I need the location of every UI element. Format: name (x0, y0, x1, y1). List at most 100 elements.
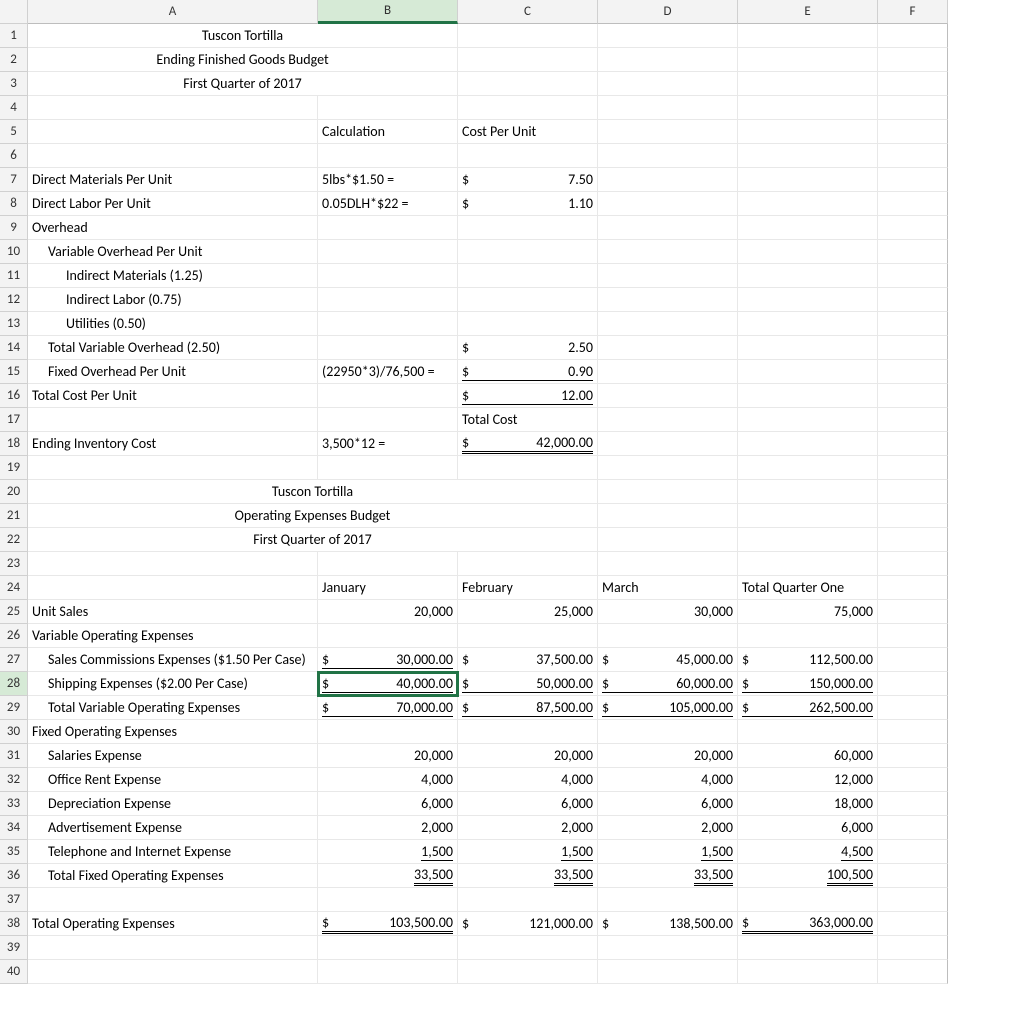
spreadsheet-grid[interactable]: ABCDEF1Tuscon Tortilla2Ending Finished G… (0, 0, 1024, 984)
cell-F15[interactable] (878, 360, 948, 384)
cell-B10[interactable] (318, 240, 458, 264)
cell-D9[interactable] (598, 216, 738, 240)
row-header-13[interactable]: 13 (0, 312, 28, 336)
cell-F11[interactable] (878, 264, 948, 288)
cell-A6[interactable] (28, 144, 318, 168)
cell-E5[interactable] (738, 120, 878, 144)
cell-D21[interactable] (598, 504, 738, 528)
select-all-corner[interactable] (0, 0, 28, 24)
cell-F26[interactable] (878, 624, 948, 648)
cell-F1[interactable] (878, 24, 948, 48)
cell-C39[interactable] (458, 936, 598, 960)
cell-F12[interactable] (878, 288, 948, 312)
cell-D33[interactable]: 6,000 (598, 792, 738, 816)
cell-C1[interactable] (458, 24, 598, 48)
cell-C11[interactable] (458, 264, 598, 288)
cell-C15[interactable]: $0.90 (458, 360, 598, 384)
row-header-6[interactable]: 6 (0, 144, 28, 168)
cell-D31[interactable]: 20,000 (598, 744, 738, 768)
cell-E23[interactable] (738, 552, 878, 576)
cell-A34[interactable]: Advertisement Expense (28, 816, 318, 840)
cell-E3[interactable] (738, 72, 878, 96)
cell-D37[interactable] (598, 888, 738, 912)
cell-E9[interactable] (738, 216, 878, 240)
cell-E12[interactable] (738, 288, 878, 312)
cell-E21[interactable] (738, 504, 878, 528)
cell-D2[interactable] (598, 48, 738, 72)
row-header-7[interactable]: 7 (0, 168, 28, 192)
cell-F36[interactable] (878, 864, 948, 888)
cell-D27[interactable]: $45,000.00 (598, 648, 738, 672)
cell-F27[interactable] (878, 648, 948, 672)
cell-E11[interactable] (738, 264, 878, 288)
cell-F18[interactable] (878, 432, 948, 456)
cell-E6[interactable] (738, 144, 878, 168)
cell-B13[interactable] (318, 312, 458, 336)
cell-B5[interactable]: Calculation (318, 120, 458, 144)
cell-A28[interactable]: Shipping Expenses ($2.00 Per Case) (28, 672, 318, 696)
cell-B37[interactable] (318, 888, 458, 912)
cell-B12[interactable] (318, 288, 458, 312)
cell-B25[interactable]: 20,000 (318, 600, 458, 624)
row-header-30[interactable]: 30 (0, 720, 28, 744)
cell-C26[interactable] (458, 624, 598, 648)
cell-F10[interactable] (878, 240, 948, 264)
cell-E19[interactable] (738, 456, 878, 480)
cell-A26[interactable]: Variable Operating Expenses (28, 624, 318, 648)
cell-F24[interactable] (878, 576, 948, 600)
cell-F20[interactable] (878, 480, 948, 504)
cell-F32[interactable] (878, 768, 948, 792)
cell-D8[interactable] (598, 192, 738, 216)
cell-A11[interactable]: Indirect Materials (1.25) (28, 264, 318, 288)
cell-A8[interactable]: Direct Labor Per Unit (28, 192, 318, 216)
cell-B28[interactable]: $40,000.00 (318, 672, 458, 696)
cell-A19[interactable] (28, 456, 318, 480)
row-header-34[interactable]: 34 (0, 816, 28, 840)
row-header-8[interactable]: 8 (0, 192, 28, 216)
cell-F29[interactable] (878, 696, 948, 720)
cell-A18[interactable]: Ending Inventory Cost (28, 432, 318, 456)
cell-A31[interactable]: Salaries Expense (28, 744, 318, 768)
cell-D15[interactable] (598, 360, 738, 384)
cell-B30[interactable] (318, 720, 458, 744)
cell-F22[interactable] (878, 528, 948, 552)
cell-A9[interactable]: Overhead (28, 216, 318, 240)
row-header-11[interactable]: 11 (0, 264, 28, 288)
cell-F33[interactable] (878, 792, 948, 816)
cell-A39[interactable] (28, 936, 318, 960)
cell-C19[interactable] (458, 456, 598, 480)
cell-A15[interactable]: Fixed Overhead Per Unit (28, 360, 318, 384)
cell-E24[interactable]: Total Quarter One (738, 576, 878, 600)
row-header-20[interactable]: 20 (0, 480, 28, 504)
cell-E25[interactable]: 75,000 (738, 600, 878, 624)
cell-B19[interactable] (318, 456, 458, 480)
cell-D11[interactable] (598, 264, 738, 288)
cell-A17[interactable] (28, 408, 318, 432)
cell-B36[interactable]: 33,500 (318, 864, 458, 888)
cell-C14[interactable]: $2.50 (458, 336, 598, 360)
cell-F40[interactable] (878, 960, 948, 984)
row-header-3[interactable]: 3 (0, 72, 28, 96)
cell-B4[interactable] (318, 96, 458, 120)
cell-E2[interactable] (738, 48, 878, 72)
column-header-D[interactable]: D (598, 0, 738, 24)
cell-D39[interactable] (598, 936, 738, 960)
cell-A7[interactable]: Direct Materials Per Unit (28, 168, 318, 192)
cell-D32[interactable]: 4,000 (598, 768, 738, 792)
cell-A3[interactable]: First Quarter of 2017 (28, 72, 458, 96)
cell-C5[interactable]: Cost Per Unit (458, 120, 598, 144)
cell-A24[interactable] (28, 576, 318, 600)
cell-F2[interactable] (878, 48, 948, 72)
cell-C7[interactable]: $7.50 (458, 168, 598, 192)
cell-C30[interactable] (458, 720, 598, 744)
row-header-31[interactable]: 31 (0, 744, 28, 768)
row-header-9[interactable]: 9 (0, 216, 28, 240)
cell-E20[interactable] (738, 480, 878, 504)
cell-C12[interactable] (458, 288, 598, 312)
cell-C31[interactable]: 20,000 (458, 744, 598, 768)
cell-A12[interactable]: Indirect Labor (0.75) (28, 288, 318, 312)
column-header-E[interactable]: E (738, 0, 878, 24)
cell-C27[interactable]: $37,500.00 (458, 648, 598, 672)
cell-F39[interactable] (878, 936, 948, 960)
row-header-25[interactable]: 25 (0, 600, 28, 624)
